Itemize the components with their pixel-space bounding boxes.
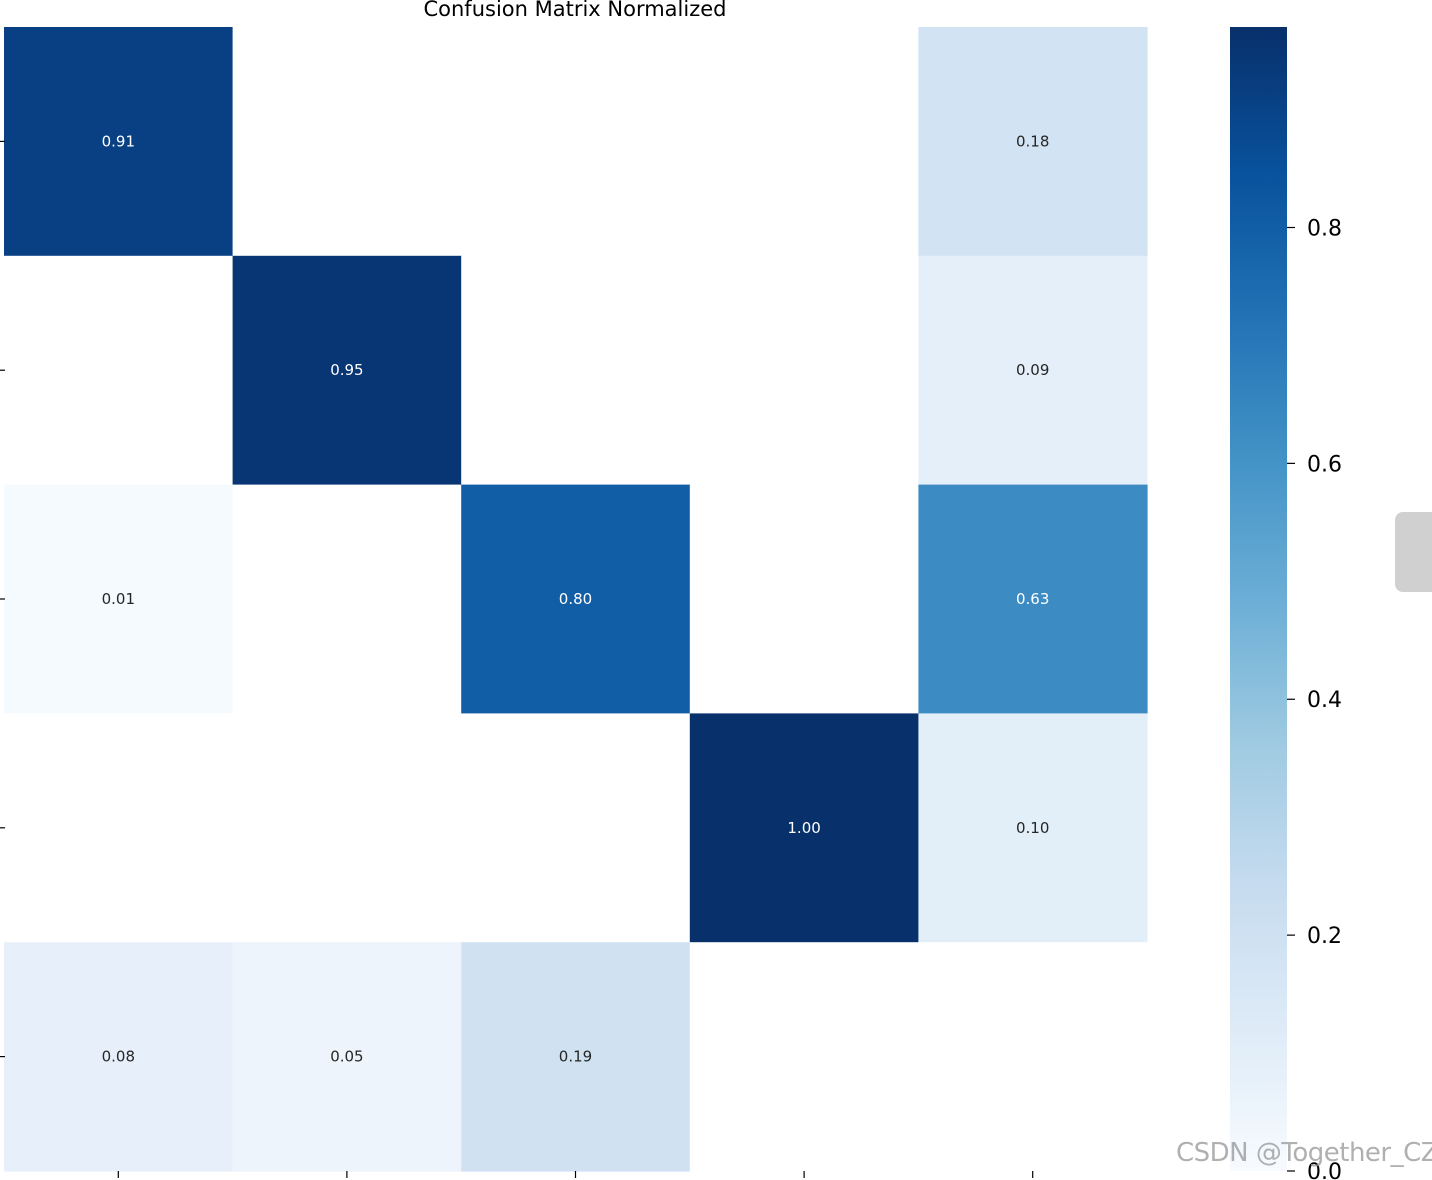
heatmap-cell: [4, 27, 234, 257]
heatmap-cell-label: 0.05: [330, 1048, 363, 1066]
heatmap-cell: [4, 484, 234, 714]
heatmap-cell: [689, 27, 919, 257]
heatmap-cell: [232, 255, 462, 486]
heatmap-cell-label: 0.19: [559, 1048, 592, 1066]
chart-title: Confusion Matrix Normalized: [423, 0, 726, 21]
heatmap-cell: [918, 713, 1148, 943]
heatmap-cell: [918, 484, 1148, 714]
heatmap-cell: [689, 255, 919, 486]
heatmap-cell-labels: 0.91 0.18 0.95 0.09 0.01 0.80 0.63 1.00 0.10 0.08…: [102, 132, 1050, 1065]
heatmap-cell-label: 0.08: [102, 1048, 135, 1066]
heatmap-cell: [4, 942, 234, 1172]
watermark-text: CSDN @Together_CZ: [1176, 1138, 1432, 1168]
colorbar-tick-label: 0.0: [1307, 1160, 1342, 1180]
x-axis-ticks: [117, 1171, 1034, 1178]
heatmap-cell: [689, 713, 919, 943]
heatmap-cell-label: 1.00: [787, 819, 820, 837]
heatmap-cell-label: 0.09: [1016, 361, 1049, 379]
heatmap-cell-label: 0.95: [330, 361, 363, 379]
colorbar-tick-label: 0.6: [1307, 452, 1342, 477]
heatmap-cells: [4, 27, 1148, 1172]
heatmap-cell-label: 0.01: [102, 590, 135, 608]
heatmap-cell: [918, 255, 1148, 486]
heatmap-cell: [4, 255, 234, 486]
heatmap-cell: [689, 484, 919, 714]
heatmap-cell: [461, 255, 691, 486]
heatmap-cell-label: 0.10: [1016, 819, 1049, 837]
heatmap-cell: [918, 27, 1148, 257]
heatmap-cell: [232, 484, 462, 714]
heatmap-cell-label: 0.91: [102, 132, 135, 150]
y-axis-ticks: [0, 140, 5, 1058]
heatmap-cell: [4, 713, 234, 943]
side-panel-tab[interactable]: [1395, 512, 1432, 592]
heatmap-cell: [461, 484, 691, 714]
colorbar-tick-label: 0.2: [1307, 924, 1342, 949]
heatmap-cell: [461, 27, 691, 257]
heatmap-cell: [232, 27, 462, 257]
heatmap-cell: [232, 942, 462, 1172]
colorbar: [1230, 27, 1287, 1171]
heatmap-cell: [461, 713, 691, 943]
heatmap-cell: [689, 942, 919, 1172]
colorbar-tick-label: 0.8: [1307, 216, 1342, 241]
colorbar-ticks: 0.0 0.2 0.4 0.6 0.8: [1287, 216, 1342, 1180]
heatmap-cell-label: 0.63: [1016, 590, 1049, 608]
colorbar-tick-label: 0.4: [1307, 688, 1342, 713]
heatmap-cell: [232, 713, 462, 943]
heatmap-cell-label: 0.18: [1016, 132, 1049, 150]
heatmap-cell-label: 0.80: [559, 590, 592, 608]
heatmap-cell: [918, 942, 1148, 1172]
heatmap-cell: [461, 942, 691, 1172]
